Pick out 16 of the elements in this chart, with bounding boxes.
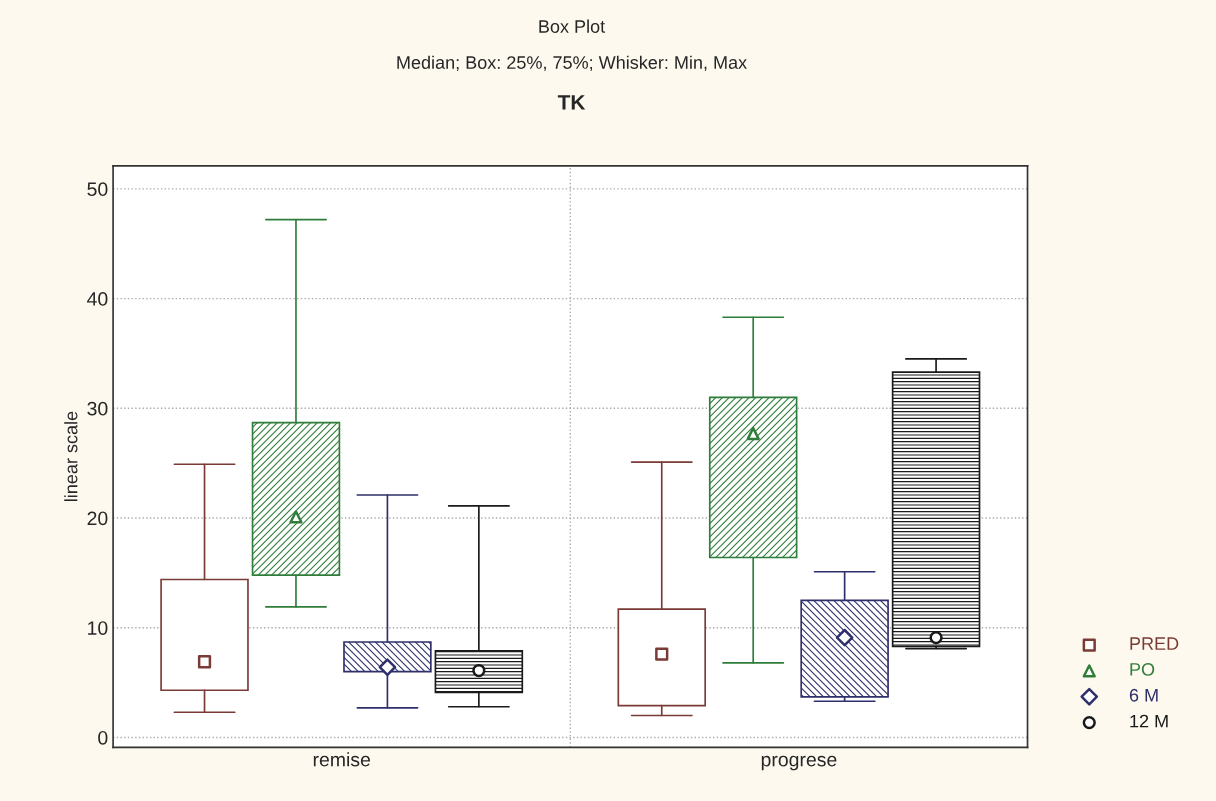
text: 6 M	[1129, 688, 1158, 702]
y-tick-label: 20	[87, 511, 108, 526]
text: 12 M	[1130, 714, 1168, 728]
y-tick-label: 0	[98, 730, 108, 745]
x-tick-label: remise	[313, 752, 371, 767]
y-tick-label: 10	[88, 621, 108, 635]
y-axis-title: linear scale	[64, 411, 78, 502]
x-tick-label: progrese	[761, 755, 837, 771]
text: TK	[557, 95, 586, 110]
y-tick-label: 50	[87, 182, 108, 197]
y-tick-label: 30	[87, 401, 108, 416]
chart-subtitle: Median; Box: 25%, 75%; Whisker: Min, Max	[397, 55, 747, 72]
text: PO	[1130, 663, 1155, 676]
chart-title: Box Plot	[539, 19, 606, 33]
y-tick-label: 40	[87, 292, 108, 306]
legend-label: PRED	[1130, 637, 1179, 650]
